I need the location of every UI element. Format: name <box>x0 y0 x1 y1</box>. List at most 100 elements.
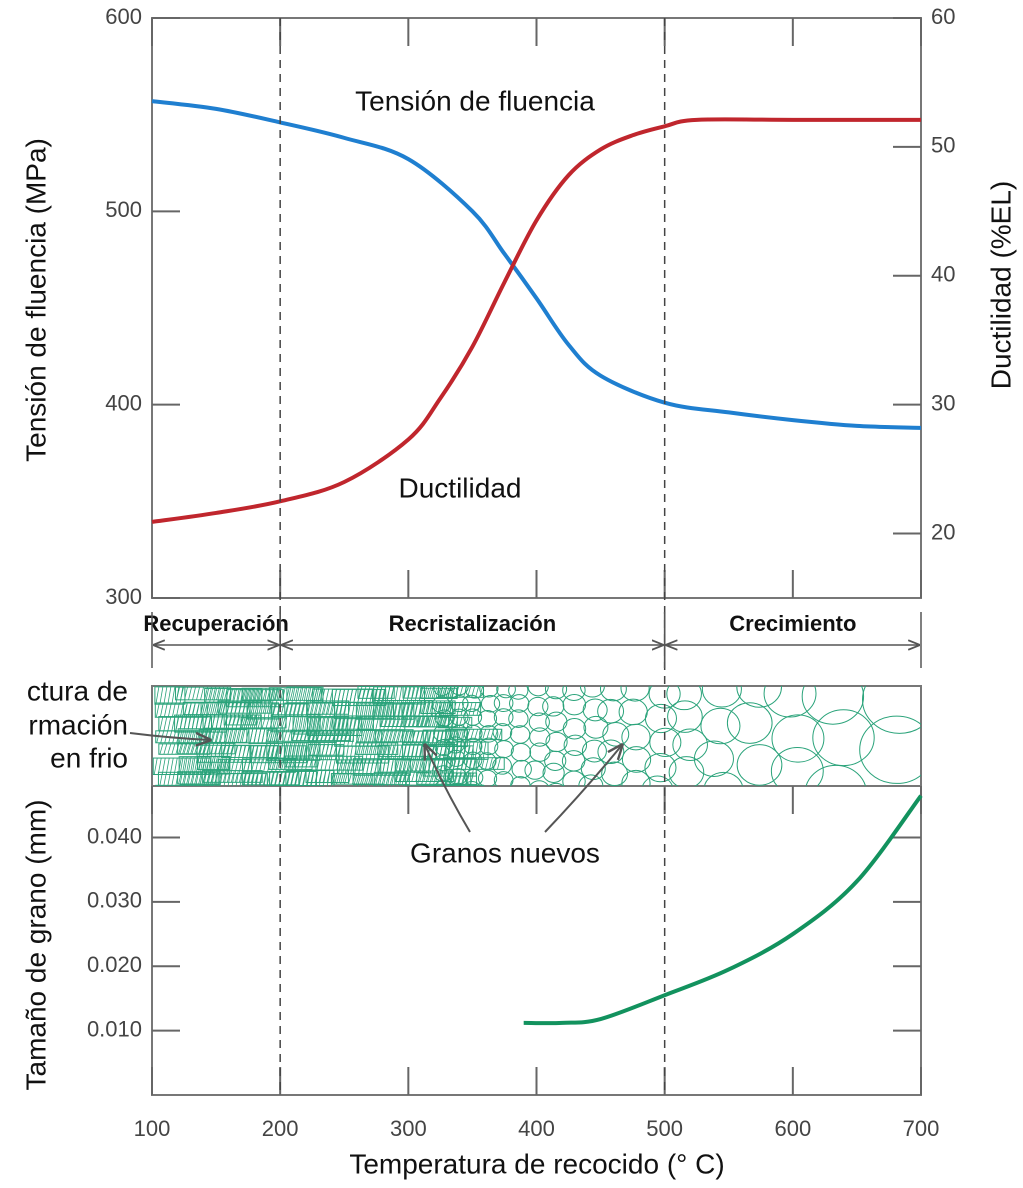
microstructure-hatch <box>169 757 174 775</box>
microstructure-hatch <box>337 788 340 799</box>
microstructure-hatch <box>261 728 266 744</box>
microstructure-hatch <box>461 785 463 786</box>
microstructure-hatch <box>282 786 285 796</box>
microstructure-hatch <box>388 716 393 727</box>
microstructure-hatch <box>402 686 407 705</box>
microstructure-hatch <box>253 728 258 744</box>
x-tick-label: 600 <box>774 1116 811 1141</box>
microstructure-hatch <box>289 785 291 786</box>
microstructure-hatch <box>163 743 168 755</box>
microstructure-hatch <box>253 786 256 800</box>
microstructure-hatch <box>203 702 208 715</box>
microstructure-hatch <box>347 730 352 747</box>
microstructure-hatch <box>458 717 463 728</box>
microstructure-grain <box>602 722 630 747</box>
microstructure-grain <box>621 746 652 773</box>
microstructure-grain <box>464 768 484 786</box>
microstructure-hatch <box>466 717 471 728</box>
microstructure-hatch <box>415 686 420 699</box>
microstructure-hatch <box>482 729 487 740</box>
microstructure-hatch <box>187 702 192 715</box>
microstructure-hatch <box>274 786 277 796</box>
microstructure-hatch <box>315 700 320 715</box>
microstructure-hatch <box>255 702 260 720</box>
microstructure-hatch <box>241 728 246 743</box>
microstructure-hatch <box>433 772 438 785</box>
microstructure-hatch <box>246 688 251 701</box>
microstructure-hatch <box>390 756 395 773</box>
microstructure-hatch <box>317 785 319 786</box>
microstructure-hatch <box>226 770 231 783</box>
region-label: Recuperación <box>143 611 289 636</box>
microstructure-grain <box>801 686 865 725</box>
microstructure-hatch <box>352 689 357 706</box>
microstructure-hatch <box>363 787 366 803</box>
microstructure-hatch <box>300 730 305 741</box>
microstructure-hatch <box>254 745 259 763</box>
microstructure-hatch <box>356 742 361 755</box>
microstructure-hatch <box>462 741 467 760</box>
microstructure-hatch <box>457 785 459 786</box>
microstructure-hatch <box>420 716 425 727</box>
microstructure-hatch <box>211 702 216 715</box>
microstructure-grain <box>243 785 301 786</box>
microstructure-hatch <box>211 714 216 729</box>
microstructure-hatch <box>407 785 408 786</box>
microstructure-hatch <box>482 741 487 760</box>
microstructure-hatch <box>394 686 399 705</box>
microstructure-hatch <box>182 743 187 754</box>
microstructure-hatch <box>313 788 316 799</box>
microstructure-hatch <box>175 715 179 733</box>
microstructure-hatch <box>363 716 368 730</box>
microstructure-hatch <box>234 770 239 783</box>
microstructure-hatch <box>245 786 248 800</box>
microstructure-hatch <box>379 730 384 742</box>
microstructure-hatch <box>214 788 217 803</box>
microstructure-grain <box>479 725 499 743</box>
microstructure-hatch <box>332 756 337 771</box>
microstructure-hatch <box>410 686 415 705</box>
microstructure-hatch <box>391 787 394 799</box>
microstructure-hatch <box>273 757 278 770</box>
microstructure-hatch <box>336 773 340 785</box>
microstructure-hatch <box>404 716 409 727</box>
microstructure-hatch <box>459 785 460 786</box>
microstructure-hatch <box>411 715 416 727</box>
microstructure-hatch <box>386 745 391 760</box>
microstructure-hatch <box>342 759 346 774</box>
microstructure-hatch <box>208 687 212 700</box>
x-tick-label: 200 <box>262 1116 299 1141</box>
microstructure-hatch <box>317 716 322 735</box>
microstructure-hatch <box>335 730 340 747</box>
microstructure-hatch <box>237 787 240 805</box>
microstructure-hatch <box>183 784 185 786</box>
microstructure-hatch <box>405 773 410 785</box>
microstructure-hatch <box>163 702 168 718</box>
line-series <box>151 99 922 430</box>
microstructure-hatch <box>207 784 209 786</box>
microstructure-hatch <box>222 770 227 783</box>
microstructure-hatch <box>211 729 216 743</box>
y-tick-label: 300 <box>105 584 142 609</box>
microstructure-hatch <box>407 770 412 782</box>
y2-axis-title: Ductilidad (%EL) <box>985 181 1016 390</box>
x-tick-label: 400 <box>518 1116 555 1141</box>
microstructure-hatch <box>305 755 310 768</box>
microstructure-hatch <box>275 730 280 742</box>
microstructure-hatch <box>328 756 333 771</box>
microstructure-hatch <box>371 716 376 730</box>
microstructure-hatch <box>348 717 352 736</box>
microstructure-hatch <box>310 786 313 796</box>
microstructure-hatch <box>198 756 202 770</box>
microstructure-hatch <box>469 785 471 786</box>
microstructure-hatch <box>205 688 210 703</box>
microstructure-hatch <box>283 714 288 732</box>
microstructure-hatch <box>367 787 370 803</box>
microstructure-hatch <box>223 714 228 729</box>
microstructure-hatch <box>255 773 259 786</box>
microstructure-hatch <box>306 769 311 783</box>
microstructure-hatch <box>399 787 402 799</box>
microstructure-hatch <box>258 771 263 785</box>
microstructure-grain <box>771 714 825 763</box>
microstructure-hatch <box>344 773 348 785</box>
